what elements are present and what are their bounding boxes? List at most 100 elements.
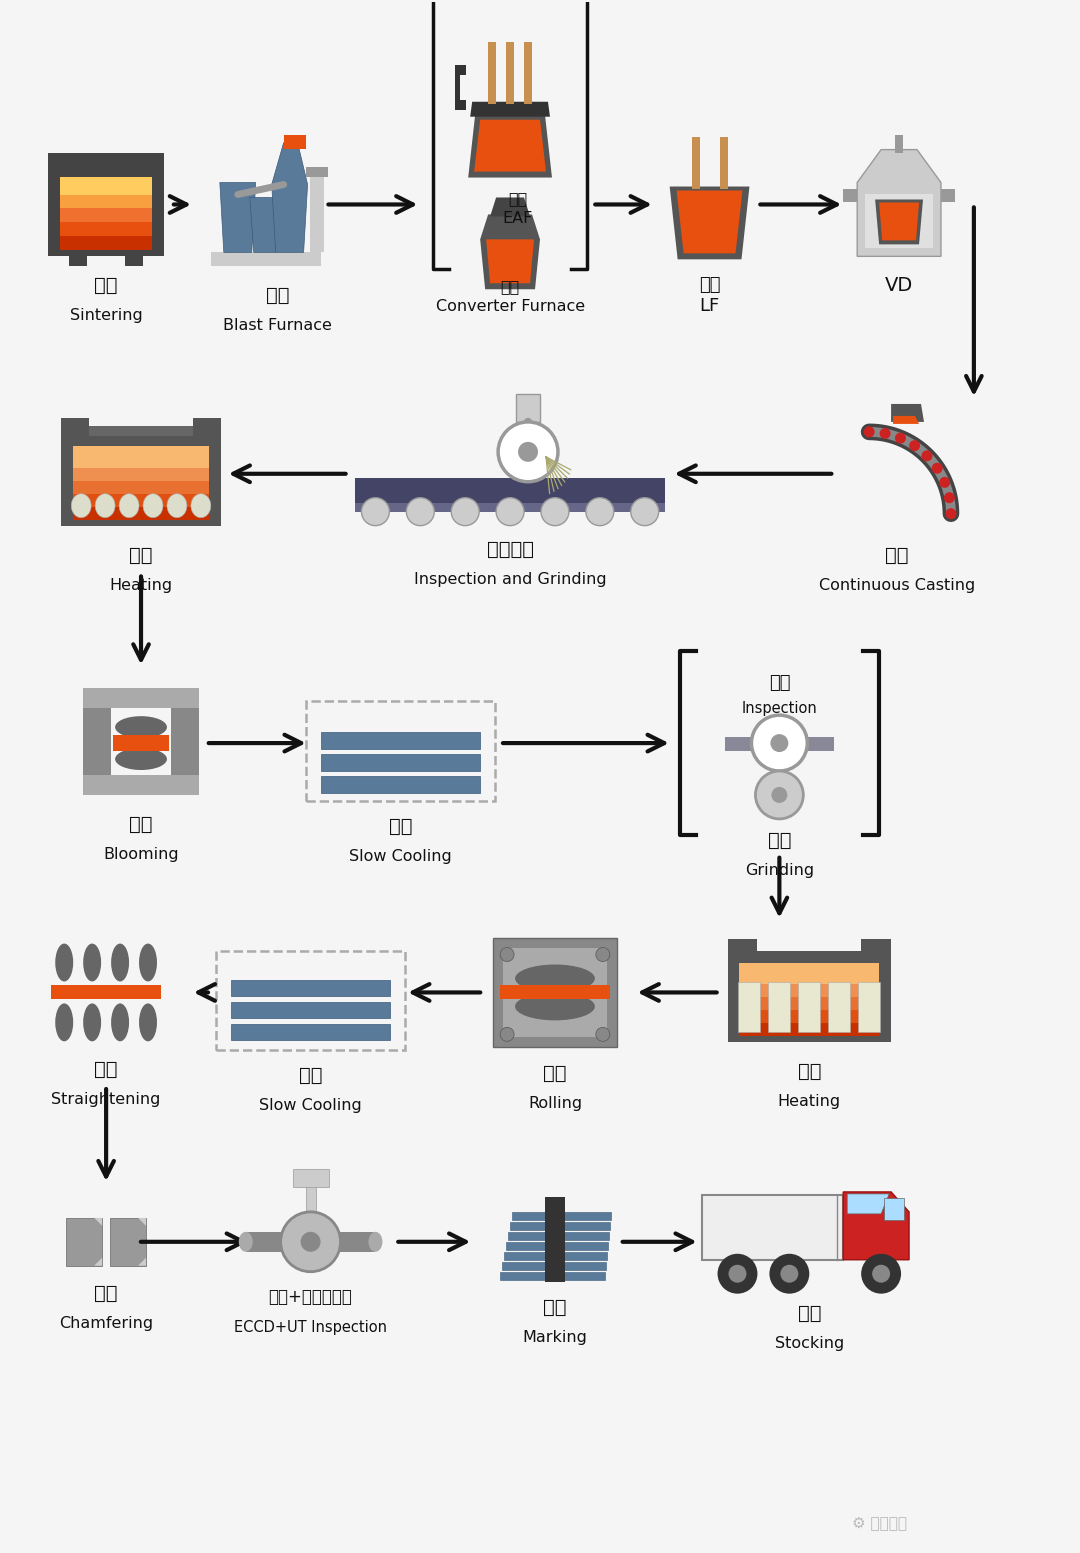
Text: 高炉: 高炉 xyxy=(266,286,289,306)
Ellipse shape xyxy=(111,1003,129,1042)
Circle shape xyxy=(451,497,480,525)
Bar xyxy=(740,1014,879,1036)
Bar xyxy=(740,963,879,985)
Polygon shape xyxy=(677,191,742,253)
Bar xyxy=(321,776,481,794)
Circle shape xyxy=(500,1028,514,1042)
Circle shape xyxy=(631,497,659,525)
Bar xyxy=(768,983,791,1033)
Text: ECCD+UT Inspection: ECCD+UT Inspection xyxy=(234,1320,387,1334)
Polygon shape xyxy=(83,699,111,787)
Bar xyxy=(524,42,532,104)
Bar xyxy=(69,255,87,266)
Bar xyxy=(691,137,700,188)
Text: 缓冷: 缓冷 xyxy=(389,817,413,836)
Ellipse shape xyxy=(368,1232,382,1252)
Bar xyxy=(861,938,891,957)
Ellipse shape xyxy=(515,964,595,992)
Text: 缓冷: 缓冷 xyxy=(299,1067,322,1086)
Bar xyxy=(60,233,152,250)
Ellipse shape xyxy=(167,494,187,517)
Bar xyxy=(503,947,607,1037)
Ellipse shape xyxy=(95,494,116,517)
Circle shape xyxy=(932,463,943,474)
Circle shape xyxy=(596,1028,610,1042)
Text: Chamfering: Chamfering xyxy=(59,1315,153,1331)
Text: Sintering: Sintering xyxy=(70,307,143,323)
Text: 轧制: 轧制 xyxy=(543,1064,567,1084)
Circle shape xyxy=(300,1232,321,1252)
Polygon shape xyxy=(847,1194,889,1214)
Bar xyxy=(507,1242,608,1250)
Bar xyxy=(502,1261,606,1270)
Bar xyxy=(941,188,955,202)
Bar xyxy=(508,1232,609,1239)
Bar xyxy=(828,983,850,1033)
Circle shape xyxy=(717,1253,757,1294)
Polygon shape xyxy=(272,143,308,252)
Text: 标识: 标识 xyxy=(543,1298,567,1317)
Bar xyxy=(719,137,728,188)
Bar xyxy=(73,472,208,494)
Ellipse shape xyxy=(139,944,157,981)
Ellipse shape xyxy=(139,1003,157,1042)
Text: 矫直: 矫直 xyxy=(94,1061,118,1079)
Text: Marking: Marking xyxy=(523,1329,588,1345)
Circle shape xyxy=(406,497,434,525)
Circle shape xyxy=(909,439,920,452)
Polygon shape xyxy=(474,120,546,171)
Bar xyxy=(728,950,891,1042)
Text: 加热: 加热 xyxy=(797,1062,821,1081)
Text: Heating: Heating xyxy=(778,1095,841,1109)
Polygon shape xyxy=(893,416,919,424)
Bar xyxy=(545,1197,565,1281)
Bar xyxy=(73,485,208,506)
Ellipse shape xyxy=(191,494,211,517)
Circle shape xyxy=(518,443,538,461)
Ellipse shape xyxy=(55,944,73,981)
Text: 连铸: 连铸 xyxy=(886,545,909,565)
Bar xyxy=(500,986,610,1000)
Text: 倒棱: 倒棱 xyxy=(94,1284,118,1303)
Bar xyxy=(500,1272,605,1280)
Polygon shape xyxy=(490,197,530,216)
Polygon shape xyxy=(879,202,919,241)
Text: Inspection and Grinding: Inspection and Grinding xyxy=(414,572,606,587)
Bar xyxy=(113,735,168,752)
Polygon shape xyxy=(94,1218,103,1225)
Circle shape xyxy=(771,787,787,803)
Polygon shape xyxy=(138,1258,146,1266)
Bar xyxy=(516,394,540,422)
Circle shape xyxy=(755,770,804,818)
Circle shape xyxy=(500,947,514,961)
Bar xyxy=(507,42,514,104)
Bar xyxy=(62,430,220,525)
Bar xyxy=(355,503,664,511)
Polygon shape xyxy=(171,699,199,787)
Circle shape xyxy=(781,1264,798,1283)
Text: 加热: 加热 xyxy=(130,545,152,565)
Polygon shape xyxy=(455,65,467,110)
Circle shape xyxy=(770,735,788,752)
Bar xyxy=(60,219,152,236)
Circle shape xyxy=(945,508,957,519)
Circle shape xyxy=(879,429,891,439)
Bar xyxy=(494,938,617,1047)
Text: 烧结: 烧结 xyxy=(94,276,118,295)
Bar xyxy=(740,1002,879,1023)
Ellipse shape xyxy=(83,1003,102,1042)
Polygon shape xyxy=(481,214,540,289)
Polygon shape xyxy=(94,1258,103,1266)
Ellipse shape xyxy=(119,494,139,517)
Bar xyxy=(90,426,193,436)
Bar xyxy=(216,950,405,1050)
Text: Inspection: Inspection xyxy=(742,700,818,716)
Circle shape xyxy=(940,477,950,488)
Circle shape xyxy=(498,422,558,481)
Bar xyxy=(73,446,208,467)
Text: 电炉
EAF: 电炉 EAF xyxy=(503,191,534,227)
Polygon shape xyxy=(486,239,534,283)
Circle shape xyxy=(596,947,610,961)
Bar xyxy=(321,755,481,770)
Bar xyxy=(488,42,496,104)
